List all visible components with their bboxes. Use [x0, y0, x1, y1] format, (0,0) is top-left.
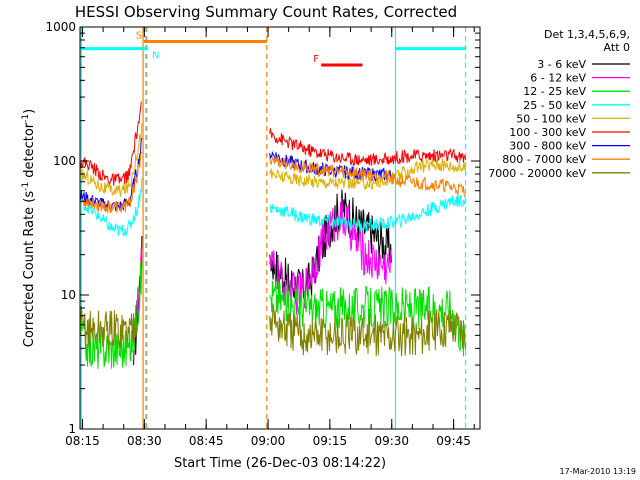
flag-label: N [152, 51, 159, 62]
y-tick-label: 100 [53, 154, 76, 168]
series-line [79, 123, 143, 197]
legend-label: 300 - 800 keV [509, 140, 586, 153]
legend-label: 7000 - 20000 keV [488, 167, 586, 180]
flag-label: S [136, 30, 142, 41]
flag-label: F [313, 54, 319, 65]
series-line [269, 279, 467, 357]
y-tick-label: 10 [61, 288, 76, 302]
legend-title: Det 1,3,4,5,6,9, [544, 28, 630, 41]
y-tick-label: 1000 [45, 20, 76, 34]
footer-timestamp: 17-Mar-2010 13:19 [560, 467, 637, 476]
y-axis-label-part: Corrected Count Rate (s [22, 191, 37, 348]
series-line [269, 155, 466, 198]
series-line [269, 128, 467, 167]
legend-label: 100 - 300 keV [509, 126, 586, 139]
legend-label: 800 - 7000 keV [502, 153, 586, 166]
series-line [269, 193, 467, 233]
legend-title: Att 0 [604, 41, 630, 54]
legend-label: 50 - 100 keV [516, 112, 586, 125]
series-line [79, 178, 143, 237]
legend-label: 25 - 50 keV [523, 99, 586, 112]
x-tick-label: 09:00 [251, 434, 286, 448]
legend-label: 12 - 25 keV [523, 85, 586, 98]
chart-title: HESSI Observing Summary Count Rates, Cor… [75, 3, 457, 21]
y-axis-label: Corrected Count Rate (s-1 detector-1) [21, 109, 37, 347]
x-tick-label: 09:30 [374, 434, 409, 448]
y-tick-label: 1 [68, 422, 76, 436]
legend-label: 6 - 12 keV [530, 72, 586, 85]
plot-area: SN F [79, 27, 467, 429]
plot-frame [79, 26, 481, 430]
x-axis-label: Start Time (26-Dec-03 08:14:22) [174, 456, 386, 471]
y-axis-label-part: detector [22, 122, 37, 182]
x-tick-label: 09:45 [436, 434, 471, 448]
axes: 1 10 100 1000 08:15 08:30 08:45 09:00 09:15 09:30… [45, 20, 480, 448]
series-line [269, 198, 392, 315]
legend-label: 3 - 6 keV [537, 58, 586, 71]
x-tick-label: 08:30 [127, 434, 162, 448]
series-line [79, 287, 139, 351]
series-line [79, 137, 143, 212]
series-line [269, 158, 467, 190]
x-tick-label: 08:15 [65, 434, 100, 448]
y-axis-label-part: ) [22, 109, 37, 114]
x-tick-label: 09:15 [313, 434, 348, 448]
x-tick-label: 08:45 [189, 434, 224, 448]
y-axis-label-sup: -1 [21, 182, 31, 191]
y-axis-label-sup: -1 [21, 114, 31, 123]
series-line [79, 151, 143, 214]
series-line [79, 259, 143, 369]
series-line [79, 101, 143, 186]
series-line [269, 303, 467, 357]
